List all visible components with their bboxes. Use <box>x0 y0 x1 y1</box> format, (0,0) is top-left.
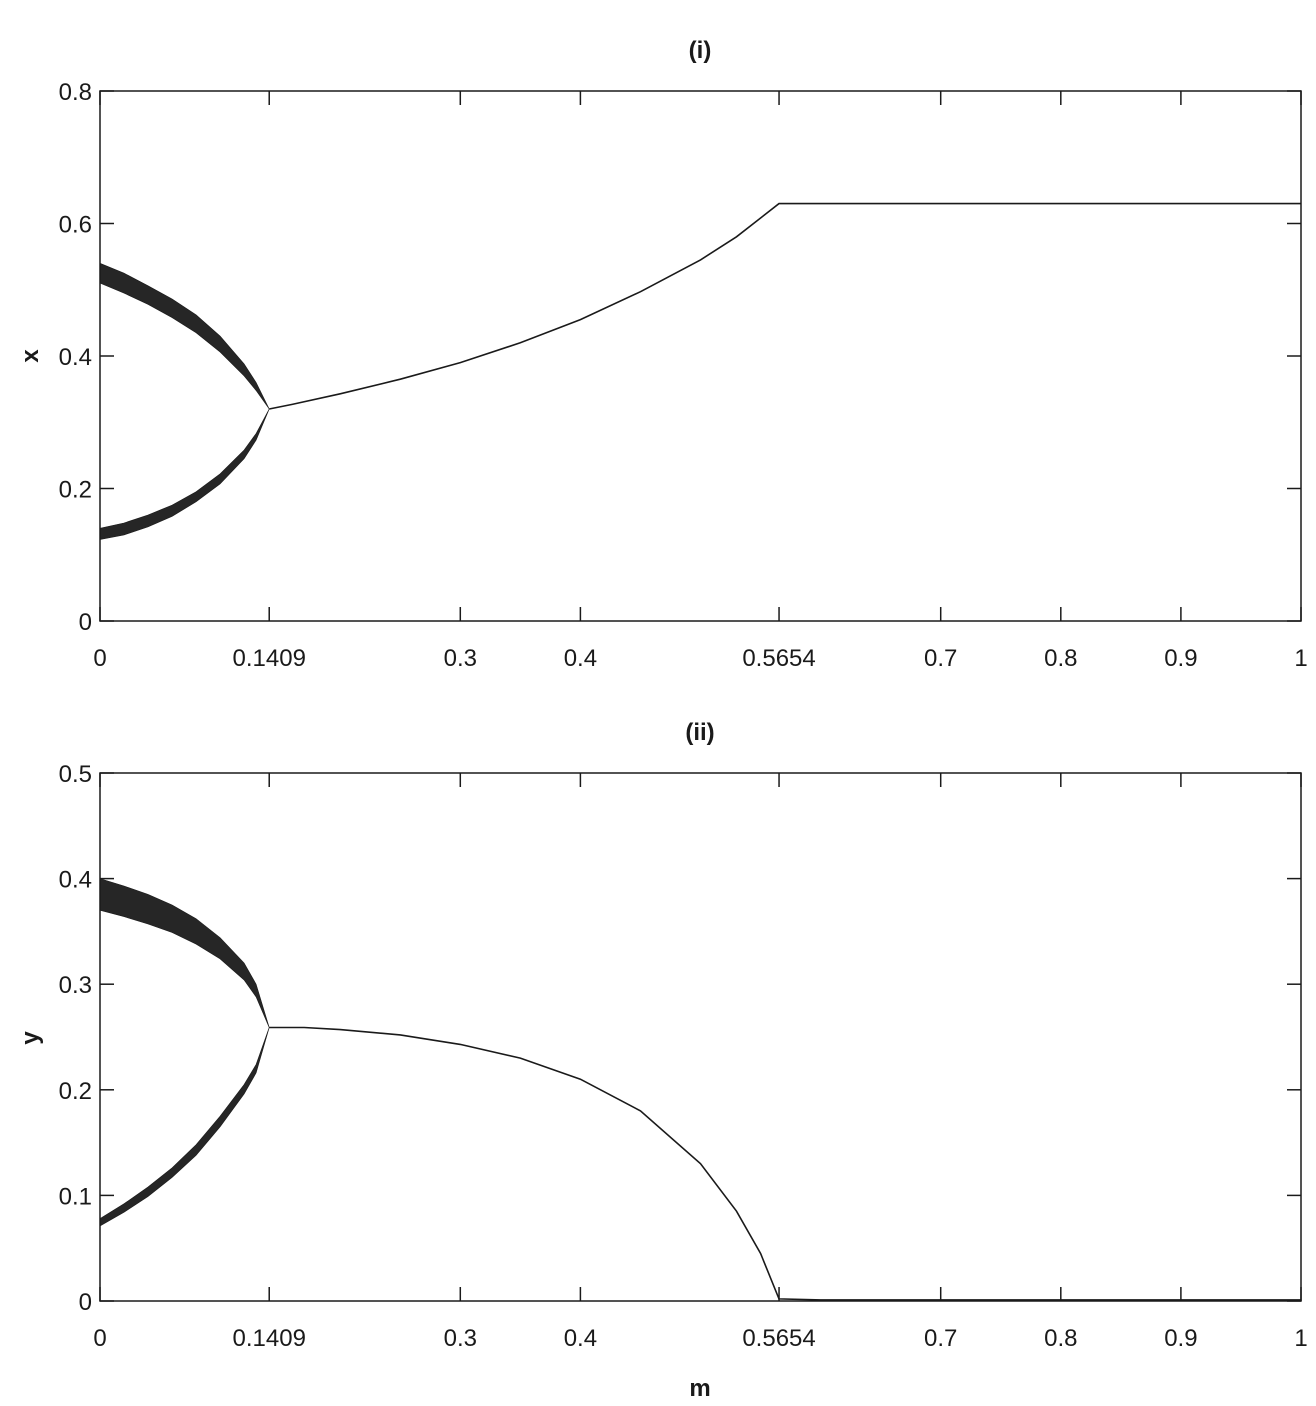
x-tick-label: 0.9 <box>1164 1325 1197 1352</box>
x-tick-label: 0.7 <box>924 1325 957 1352</box>
panel-i: (i) x 0 0.1409 0.3 0.4 0.5654 0.7 0.8 0.9 1 0 0.2 0… <box>17 37 1308 672</box>
x-tick-label: 1 <box>1294 645 1307 672</box>
x-tick-label: 0.8 <box>1044 1325 1077 1352</box>
series-band-1 <box>99 1027 270 1227</box>
y-tick-label: 0 <box>79 1289 92 1316</box>
y-tick-label: 0.2 <box>59 477 92 504</box>
y-tick-label: 0.4 <box>59 867 92 894</box>
y-tick-label: 0.1 <box>59 1183 92 1210</box>
x-tick-label: 0.4 <box>564 1325 597 1352</box>
x-tick-label: 1 <box>1294 1325 1307 1352</box>
x-tick-label: 0 <box>93 645 106 672</box>
plot-frame <box>99 90 1302 622</box>
series-band-1 <box>99 408 270 540</box>
y-tick-label: 0.5 <box>59 761 92 788</box>
series-line-2 <box>269 202 1301 410</box>
y-tick-label: 0.2 <box>59 1078 92 1105</box>
series-line-2 <box>269 1026 1301 1301</box>
panel-ii-xlabel: m <box>689 1375 710 1402</box>
x-tick-label: 0.9 <box>1164 645 1197 672</box>
x-tick-label: 0.5654 <box>742 645 815 672</box>
y-tick-label: 0.8 <box>59 79 92 106</box>
panel-i-title: (i) <box>689 37 712 64</box>
x-tick-label: 0.8 <box>1044 645 1077 672</box>
plot-frame <box>99 772 1302 1302</box>
x-tick-label: 0.7 <box>924 645 957 672</box>
y-tick-label: 0.4 <box>59 344 92 371</box>
y-tick-label: 0 <box>79 609 92 636</box>
x-tick-label: 0.5654 <box>742 1325 815 1352</box>
series-band-0 <box>99 878 270 1028</box>
x-tick-label: 0.1409 <box>233 645 306 672</box>
x-tick-label: 0.1409 <box>233 1325 306 1352</box>
panel-i-ylabel: x <box>17 349 44 363</box>
y-tick-label: 0.6 <box>59 212 92 239</box>
x-tick-label: 0.4 <box>564 645 597 672</box>
x-tick-label: 0.3 <box>444 645 477 672</box>
y-tick-label: 0.3 <box>59 972 92 999</box>
series-band-0 <box>99 262 270 410</box>
x-tick-label: 0 <box>93 1325 106 1352</box>
panel-ii-title: (ii) <box>685 719 714 746</box>
panel-ii: (ii) y m 0 0.1409 0.3 0.4 0.5654 0.7 0.8 0.9 1 0 0… <box>17 719 1308 1402</box>
panel-ii-ylabel: y <box>17 1031 44 1045</box>
x-tick-label: 0.3 <box>444 1325 477 1352</box>
